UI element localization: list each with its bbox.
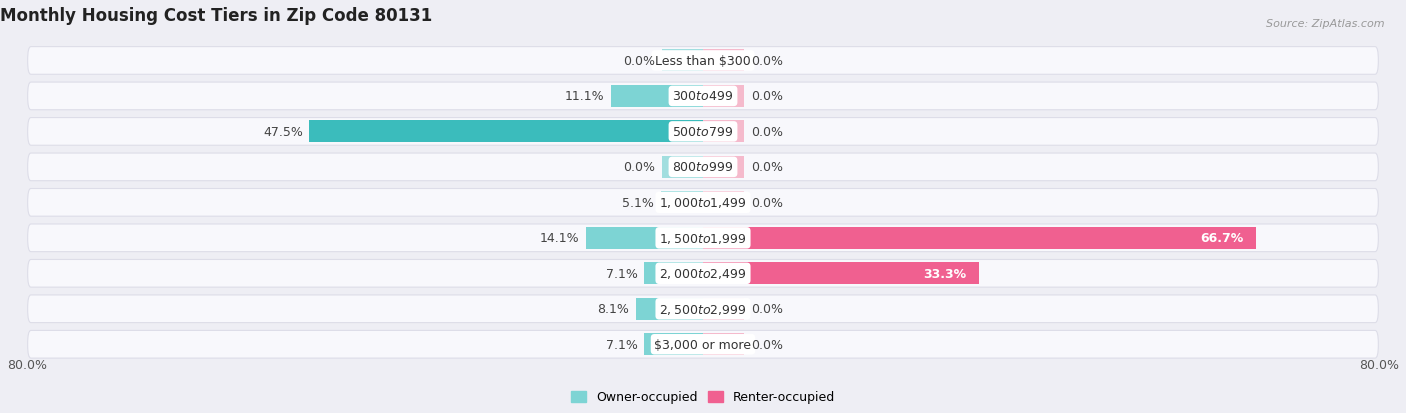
Bar (703, 50, 744, 72)
Text: 14.1%: 14.1% (540, 232, 579, 245)
Bar (586, 227, 703, 249)
Text: 7.1%: 7.1% (606, 338, 637, 351)
Bar (703, 333, 744, 356)
Bar (662, 157, 703, 178)
FancyBboxPatch shape (28, 260, 1378, 287)
Bar (644, 333, 703, 356)
Text: Source: ZipAtlas.com: Source: ZipAtlas.com (1267, 19, 1385, 28)
FancyBboxPatch shape (28, 224, 1378, 252)
Text: 66.7%: 66.7% (1201, 232, 1243, 245)
Bar (636, 298, 703, 320)
Text: 5.1%: 5.1% (623, 196, 654, 209)
Bar (703, 263, 979, 285)
FancyBboxPatch shape (28, 331, 1378, 358)
Text: 0.0%: 0.0% (751, 338, 783, 351)
Text: $500 to $799: $500 to $799 (672, 126, 734, 138)
Text: 0.0%: 0.0% (623, 55, 655, 68)
Text: $1,000 to $1,499: $1,000 to $1,499 (659, 196, 747, 210)
Text: $800 to $999: $800 to $999 (672, 161, 734, 174)
Bar (661, 192, 703, 214)
Text: 0.0%: 0.0% (751, 90, 783, 103)
Text: 11.1%: 11.1% (565, 90, 605, 103)
Bar (662, 50, 703, 72)
Bar (644, 263, 703, 285)
Bar (703, 192, 744, 214)
FancyBboxPatch shape (28, 83, 1378, 111)
FancyBboxPatch shape (28, 295, 1378, 323)
Bar (703, 157, 744, 178)
Text: Less than $300: Less than $300 (655, 55, 751, 68)
Bar (703, 121, 744, 143)
Text: $2,000 to $2,499: $2,000 to $2,499 (659, 267, 747, 280)
Bar (703, 227, 1256, 249)
Text: 0.0%: 0.0% (751, 196, 783, 209)
FancyBboxPatch shape (28, 47, 1378, 75)
Text: $3,000 or more: $3,000 or more (655, 338, 751, 351)
Text: 0.0%: 0.0% (751, 161, 783, 174)
FancyBboxPatch shape (28, 154, 1378, 181)
Text: $2,500 to $2,999: $2,500 to $2,999 (659, 302, 747, 316)
Legend: Owner-occupied, Renter-occupied: Owner-occupied, Renter-occupied (567, 385, 839, 408)
Text: 80.0%: 80.0% (7, 358, 46, 370)
FancyBboxPatch shape (28, 118, 1378, 146)
Text: 47.5%: 47.5% (263, 126, 302, 138)
Bar (309, 121, 703, 143)
Text: $1,500 to $1,999: $1,500 to $1,999 (659, 231, 747, 245)
Text: 0.0%: 0.0% (623, 161, 655, 174)
Text: $300 to $499: $300 to $499 (672, 90, 734, 103)
Text: Monthly Housing Cost Tiers in Zip Code 80131: Monthly Housing Cost Tiers in Zip Code 8… (0, 7, 432, 25)
Text: 0.0%: 0.0% (751, 55, 783, 68)
Text: 8.1%: 8.1% (598, 303, 630, 316)
Text: 7.1%: 7.1% (606, 267, 637, 280)
Bar (612, 86, 703, 108)
Text: 80.0%: 80.0% (1360, 358, 1399, 370)
Bar (703, 298, 744, 320)
Text: 0.0%: 0.0% (751, 126, 783, 138)
Text: 0.0%: 0.0% (751, 303, 783, 316)
FancyBboxPatch shape (28, 189, 1378, 217)
Bar (703, 86, 744, 108)
Text: 33.3%: 33.3% (924, 267, 966, 280)
